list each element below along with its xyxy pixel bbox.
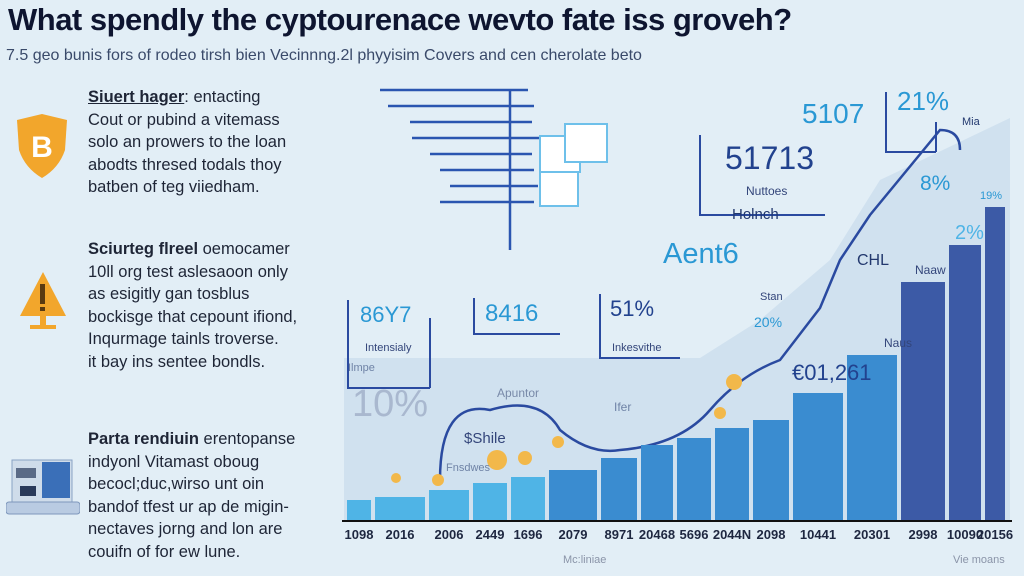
shaded-area — [344, 118, 1010, 520]
bar-1696 — [511, 477, 545, 520]
bar-20468 — [641, 445, 673, 520]
svg-text:B: B — [31, 131, 53, 164]
section-line: 10ll org test aslesaoon only — [88, 262, 288, 281]
section-line: abodts thresed todals thoy — [88, 155, 282, 174]
bar-1098 — [347, 500, 371, 520]
stat-20pct: 20% — [754, 314, 783, 330]
stat-51713: 51713 — [725, 140, 814, 176]
x-tick-label: 20301 — [853, 527, 891, 542]
bar-8971 — [601, 458, 637, 520]
coin-icons — [391, 374, 742, 486]
x-tick-label: 2016 — [385, 527, 415, 542]
section-line: it bay ins sentee bondls. — [88, 352, 266, 371]
x-tick-label: 1696 — [513, 527, 543, 542]
section-line: Inqurmage tainls troverse. — [88, 330, 279, 348]
section-heading: Parta rendiuin — [88, 430, 199, 448]
section-line: batben of teg viiedham. — [88, 178, 260, 196]
stat-8pct: 8% — [920, 172, 951, 195]
stat-5107: 5107 — [802, 98, 865, 129]
warning-icon — [20, 272, 66, 329]
section-line: bandof tfest ur ap de migin- — [88, 497, 289, 516]
section-heading-rest: oemocamer — [198, 240, 290, 258]
section-line: couifn of for ew lune. — [88, 542, 241, 561]
stat-8416: 8416 — [485, 300, 539, 327]
section-device: Parta rendiuin erentopanse indyonl Vitam… — [88, 428, 338, 563]
ifer-label: Ifer — [614, 400, 632, 414]
stat-aent6: Aent6 — [663, 238, 739, 270]
section-line: bockisge that cepount ifiond, — [88, 307, 298, 326]
x-axis-title: Mc:liniae — [563, 554, 607, 566]
bar-2044N — [715, 428, 749, 520]
callout-lines — [347, 92, 937, 389]
section-line: Cout or pubind a vitemass — [88, 110, 280, 129]
x-tick-label: 2044N — [712, 527, 752, 542]
stan-label: Stan — [760, 291, 783, 303]
x-tick-label: 2098 — [756, 527, 786, 542]
bar-2079 — [549, 470, 597, 520]
x-tick-label: 10090 — [946, 527, 984, 542]
x-tick-label: 8971 — [604, 527, 634, 542]
bar-2006 — [429, 490, 469, 520]
bar-20156 — [985, 207, 1005, 520]
x-tick-label: 2998 — [908, 527, 938, 542]
bar-5696 — [677, 438, 711, 520]
bar-2098 — [753, 420, 789, 520]
bar-2998 — [901, 282, 945, 520]
stat-21pct: 21% — [897, 86, 950, 116]
section-line: indyonl Vitamast oboug — [88, 452, 260, 471]
notices-label: Nuttoes — [746, 184, 788, 198]
section-heading-rest: : entacting — [184, 88, 261, 106]
bar-2016 — [375, 497, 425, 520]
x-tick-label: 2079 — [558, 527, 588, 542]
x-tick-label: 5696 — [679, 527, 709, 542]
stat-10pct: 10% — [352, 383, 429, 425]
section-line: becocl;duc,wirso unt oin — [88, 475, 265, 493]
trend-line — [438, 128, 962, 481]
x-tick-label: 1098 — [344, 527, 374, 542]
section-warning: Sciurteg flreel oemocamer 10ll org test … — [88, 238, 338, 373]
x-tick-label: 2006 — [434, 527, 464, 542]
section-heading: Sciurteg flreel — [88, 240, 199, 258]
x-tick-label: 20156 — [976, 527, 1014, 542]
window-boxes — [539, 123, 608, 207]
x-tick-label: 10441 — [799, 527, 837, 542]
bar-20301 — [847, 355, 897, 520]
naus-label: Naus — [884, 336, 913, 350]
holnch-label: Holnch — [732, 206, 779, 223]
x-tick-label: 2449 — [475, 527, 505, 542]
stat-2pct: 2% — [955, 222, 984, 244]
intensialy-label: Intensialy — [365, 342, 412, 354]
stat-51pct: 51% — [610, 296, 655, 321]
page-title: What spendly the cyptourenace wevto fate… — [8, 2, 792, 37]
bar-10441 — [793, 393, 843, 520]
x-axis-note: Vie moans — [953, 554, 1005, 566]
stat-euro: €01,261 — [792, 360, 872, 385]
section-line: nectaves jorng and lon are — [88, 520, 283, 538]
apuntor-label: Apuntor — [497, 386, 540, 400]
stat-19pct: 19% — [980, 190, 1003, 202]
x-tick-label: 20468 — [638, 527, 676, 542]
naaw-label: Naaw — [915, 263, 946, 277]
section-line: solo an prowers to the loan — [88, 133, 287, 151]
sshile-label: $Shile — [464, 430, 506, 447]
laptop-device-icon — [6, 459, 80, 515]
mia-label: Mia — [962, 116, 980, 128]
section-heading-rest: erentopanse — [198, 430, 296, 448]
section-security: Siuert hager: entacting Cout or pubind a… — [88, 86, 338, 199]
bitcoin-shield-icon: B — [17, 114, 67, 178]
ilmpe-label: Ilmpe — [348, 362, 375, 374]
chl-label: CHL — [857, 252, 890, 269]
timeline-diagram — [380, 88, 540, 250]
section-line: as esigitly gan tosblus — [88, 285, 250, 303]
bar-10090 — [949, 245, 981, 520]
subtitle: 7.5 geo bunis fors of rodeo tirsh bien V… — [6, 47, 642, 64]
stat-86y7: 86Y7 — [360, 302, 412, 327]
inkesvithe-label: Inkesvithe — [612, 342, 662, 354]
bar-2449 — [473, 483, 507, 520]
fnsdwes-label: Fnsdwes — [446, 462, 491, 474]
section-heading: Siuert hager — [88, 88, 185, 106]
